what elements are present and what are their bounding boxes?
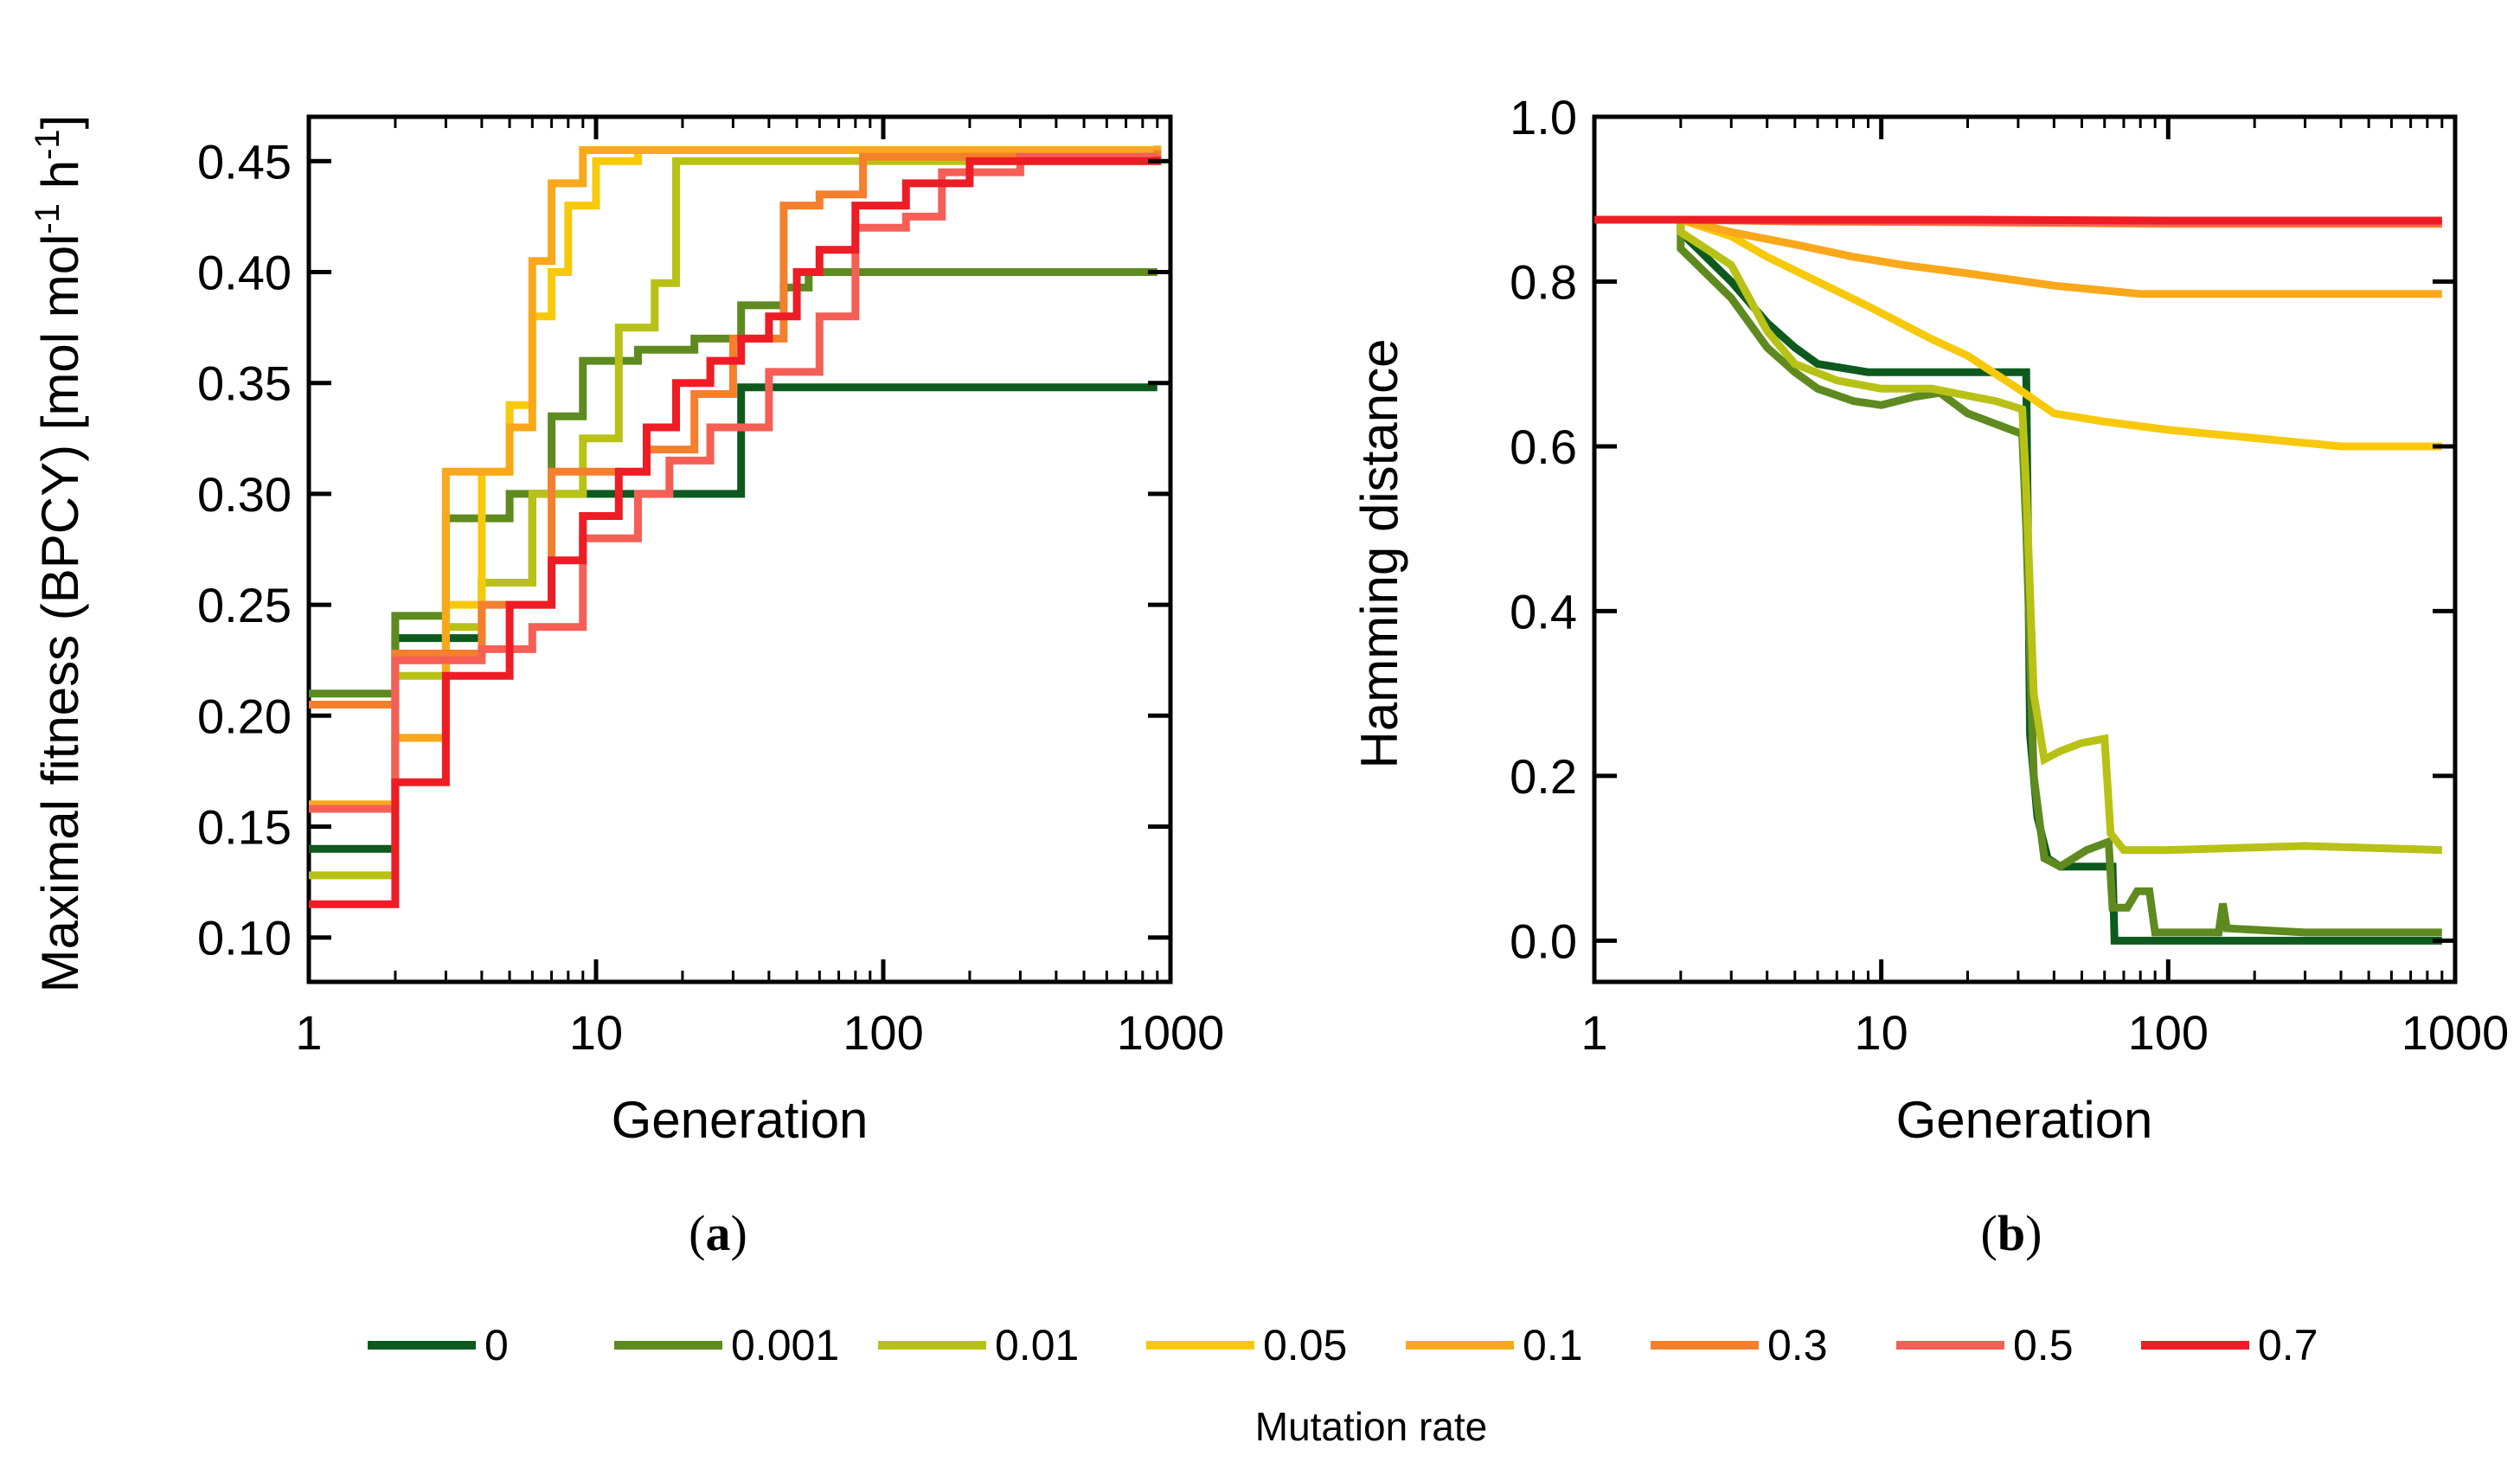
legend-item-0_3: 0.3 <box>1651 1321 1828 1369</box>
panel-a-y-tick-label: 0.30 <box>197 467 292 522</box>
panel-a-x-tick-label: 100 <box>843 1005 923 1060</box>
panel-b-label: (b) <box>1981 1205 2042 1261</box>
panel-b-x-axis-title: Generation <box>1896 1091 2153 1149</box>
legend-item-0: 0 <box>368 1321 509 1369</box>
panel-b-series-group <box>1594 215 2442 945</box>
panel-a-series-0_7 <box>309 157 1162 908</box>
panel-a-series-0_1 <box>309 145 1162 809</box>
panel-b-x-tick-label: 100 <box>2128 1005 2209 1060</box>
legend-item-0_5: 0.5 <box>1896 1321 2074 1369</box>
panel-a-y-tick-label: 0.15 <box>197 800 292 855</box>
legend-label: 0.001 <box>731 1321 839 1369</box>
legend-item-0_7: 0.7 <box>2141 1321 2318 1369</box>
panel-b-y-tick-label: 0.8 <box>1510 254 1577 309</box>
panel-b-plot-frame <box>1592 114 2458 984</box>
panel-b-series-0_001 <box>1594 215 2442 937</box>
legend-title: Mutation rate <box>1255 1404 1487 1449</box>
panel-a-x-tick-label: 1 <box>295 1005 322 1060</box>
legend-label: 0.3 <box>1767 1321 1828 1369</box>
panel-a-y-tick-label: 0.40 <box>197 245 292 299</box>
panel-b-series-0_7 <box>1594 215 2442 225</box>
panel-a-y-tick-label: 0.45 <box>197 134 292 189</box>
legend-label: 0.7 <box>2258 1321 2318 1369</box>
legend-item-0_1: 0.1 <box>1406 1321 1583 1369</box>
panel-b-y-tick-label: 0.0 <box>1510 914 1577 968</box>
panel-b-y-axis-ticks: 0.0 0.2 0.4 0.6 0.8 1.0 <box>1510 90 2455 968</box>
panel-a-series-0_3 <box>309 150 1162 709</box>
panel-b-y-axis-title: Hamming distance <box>1350 339 1408 769</box>
panel-a-plot-frame <box>306 114 1173 984</box>
panel-b-series-0_01 <box>1594 215 2442 855</box>
panel-a-series-0_05 <box>309 146 1162 809</box>
panel-a-y-tick-label: 0.35 <box>197 356 292 411</box>
panel-b-x-axis-ticks: 1 10 100 1000 <box>1581 117 2509 1060</box>
panel-a-fitness-chart: 1 10 100 1000 0.100.150.200.250.300.350.400… <box>29 114 1224 1261</box>
panel-a-y-axis-ticks: 0.10 0.15 0.20 0.25 0.30 0.35 0.40 0.45 <box>197 134 1170 965</box>
panel-b-y-tick-label: 0.2 <box>1510 749 1577 804</box>
panel-b-y-tick-label: 0.6 <box>1510 420 1577 474</box>
panel-a-y-tick-label: 0.25 <box>197 578 292 632</box>
legend-label: 0.05 <box>1263 1321 1347 1369</box>
legend-item-0_001: 0.001 <box>614 1321 839 1369</box>
legend-label: 0.01 <box>995 1321 1079 1369</box>
legend-item-0_05: 0.05 <box>1146 1321 1347 1369</box>
panel-a-series-group <box>309 145 1162 908</box>
panel-b-x-tick-label: 10 <box>1855 1005 1908 1060</box>
panel-b-series-0_1 <box>1594 215 2442 298</box>
panel-a-series-0_5 <box>309 152 1162 813</box>
panel-a-y-tick-label: 0.10 <box>197 911 292 965</box>
legend-label: 0.5 <box>2013 1321 2074 1369</box>
panel-b-series-0_05 <box>1594 215 2442 451</box>
panel-a-y-axis-title: Maximal fitness (BPCY) [mol mol-1 h-1] <box>29 115 89 993</box>
legend-items: 0 0.001 0.01 0.05 0.1 0.3 0.5 0.7 <box>368 1321 2318 1369</box>
panel-b-x-tick-label: 1 <box>1581 1005 1607 1060</box>
panel-a-x-tick-label: 1000 <box>1117 1005 1225 1060</box>
legend-label: 0.1 <box>1523 1321 1583 1369</box>
panel-a-series-0_01 <box>309 150 1162 880</box>
panel-b-y-tick-label: 1.0 <box>1510 90 1577 144</box>
legend-label: 0 <box>484 1321 509 1369</box>
panel-a-label: (a) <box>689 1205 747 1261</box>
panel-b-hamming-chart: 1 10 100 1000 0.0 0.2 0.4 0.6 0.8 1.0 Generation… <box>1350 90 2509 1261</box>
panel-a-x-tick-label: 10 <box>569 1005 623 1060</box>
legend-item-0_01: 0.01 <box>878 1321 1079 1369</box>
panel-b-series-0 <box>1594 215 2442 945</box>
panel-b-x-tick-label: 1000 <box>2401 1005 2510 1060</box>
panel-b-y-tick-label: 0.4 <box>1510 584 1577 638</box>
panel-a-x-axis-ticks: 1 10 100 1000 <box>295 117 1224 1060</box>
legend: 0 0.001 0.01 0.05 0.1 0.3 0.5 0.7 Mutation rate <box>368 1321 2318 1449</box>
panel-a-y-tick-label: 0.20 <box>197 689 292 743</box>
panel-a-x-axis-title: Generation <box>612 1091 869 1149</box>
